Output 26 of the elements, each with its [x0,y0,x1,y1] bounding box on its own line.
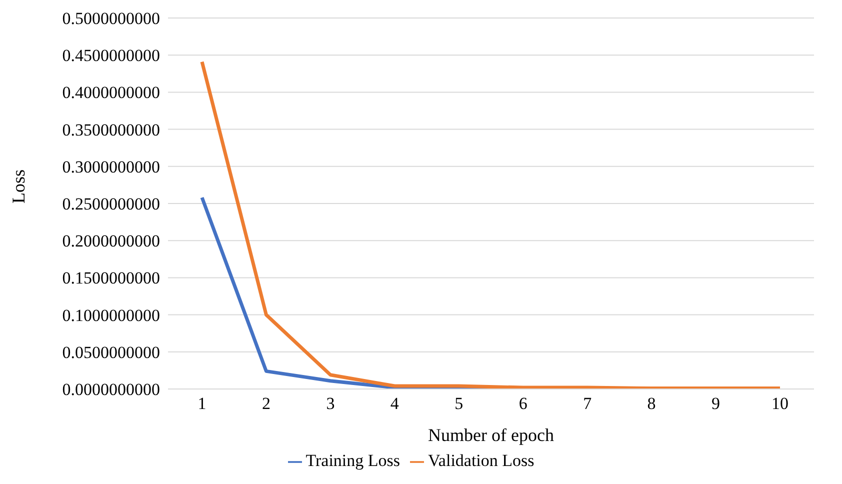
y-tick-label: 0.1500000000 [62,268,160,288]
y-tick-label: 0.0000000000 [62,380,160,400]
y-tick-label: 0.1000000000 [62,306,160,325]
y-tick-label: 0.4000000000 [62,83,160,102]
line-series [200,60,782,389]
x-tick-label: 7 [583,394,592,414]
x-tick-label: 6 [518,394,528,414]
x-tick-label: 5 [454,394,464,414]
y-axis-title: Loss [8,169,28,204]
y-tick-label: 0.2000000000 [62,232,160,251]
y-tick-label: 0.3500000000 [62,120,160,140]
x-tick-label: 3 [326,394,335,414]
x-tick-label: 9 [712,394,720,414]
legend-label: Training Loss [306,451,400,470]
x-tick-label: 1 [198,394,206,414]
legend-label: Validation Loss [428,451,534,470]
x-tick-label: 10 [772,394,788,414]
x-tick-label: 2 [262,394,270,414]
x-tick-label: 8 [647,394,656,414]
y-tick-label: 0.5000000000 [62,9,160,28]
y-tick-label: 0.2500000000 [62,194,160,214]
x-axis-title: Number of epoch [428,425,554,445]
y-tick-label: 0.3000000000 [62,157,160,176]
y-tick-label: 0.0500000000 [62,342,160,362]
y-tick-label: 0.4500000000 [62,46,160,66]
x-tick-label: 4 [390,394,400,414]
